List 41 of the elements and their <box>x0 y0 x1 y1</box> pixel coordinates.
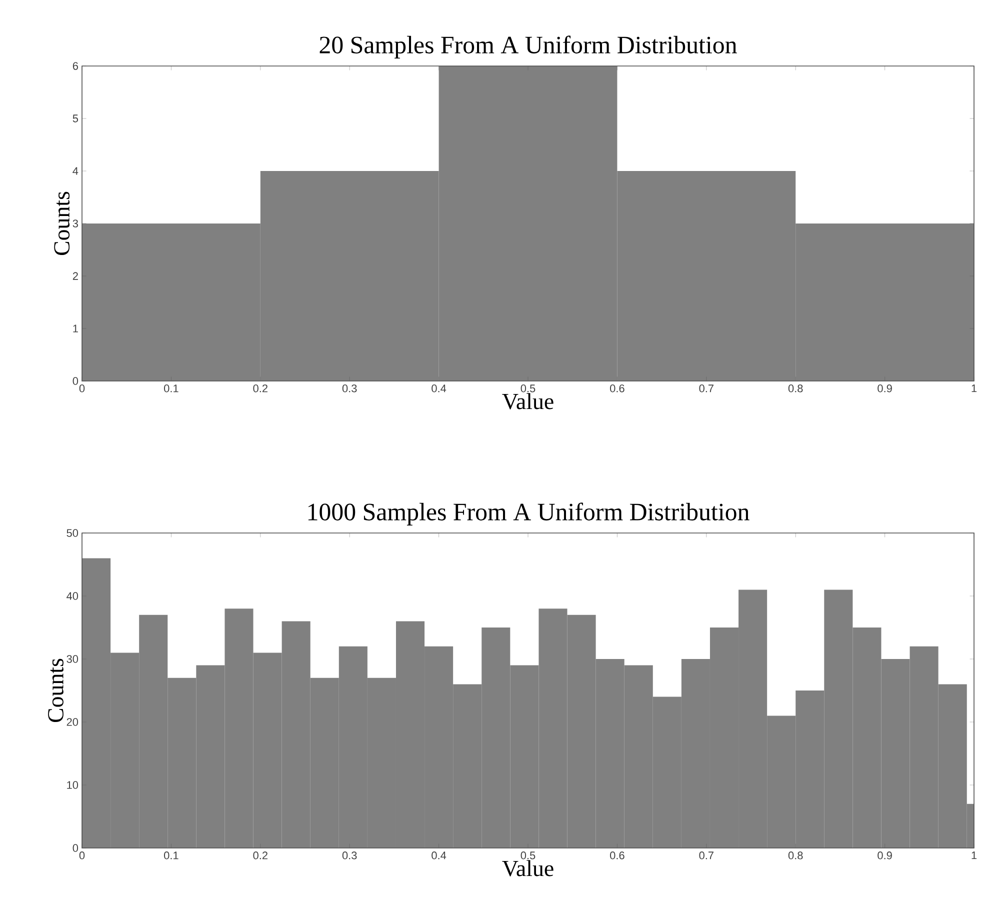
x-tick-label: 0.4 <box>432 384 446 392</box>
x-tick-label: 0.8 <box>788 384 803 392</box>
y-tick-label: 50 <box>66 529 78 537</box>
x-tick-label: 0.9 <box>878 384 892 392</box>
y-tick-label: 10 <box>67 781 78 789</box>
x-tick-label: 0.3 <box>342 384 357 392</box>
x-tick-label: 0 <box>79 384 85 392</box>
x-tick-label: 0.8 <box>788 852 803 860</box>
x-tick-label: 0.2 <box>253 852 268 860</box>
x-axis-title: Value <box>502 393 554 410</box>
x-tick-label: 0.5 <box>520 852 536 860</box>
x-tick-label: 0 <box>79 852 85 860</box>
y-tick-label: 0 <box>72 377 78 385</box>
x-axis-title: Value <box>502 860 554 876</box>
x-tick-label: 1 <box>972 852 977 860</box>
x-tick-label: 0.4 <box>432 852 446 860</box>
y-tick-label: 4 <box>72 167 78 175</box>
chart-title: 1000 Samples From A Uniform Distribution <box>308 502 750 526</box>
y-tick-label: 40 <box>66 592 78 600</box>
x-tick-label: 0.7 <box>699 852 714 860</box>
y-tick-label: 2 <box>72 272 78 280</box>
x-tick-label: 0.5 <box>520 384 536 392</box>
y-tick-label: 6 <box>72 62 78 70</box>
y-axis-title: Counts <box>48 658 64 722</box>
y-tick-label: 0 <box>72 844 78 852</box>
x-tick-label: 0.6 <box>610 852 624 860</box>
x-tick-label: 0.3 <box>342 852 357 860</box>
chart-title: 20 Samples From A Uniform Distribution <box>320 36 737 58</box>
y-tick-label: 5 <box>72 114 78 122</box>
y-tick-label: 20 <box>66 718 78 726</box>
y-tick-label: 3 <box>72 220 78 228</box>
x-tick-label: 0.2 <box>253 384 268 392</box>
y-tick-label: 1 <box>73 324 78 332</box>
x-tick-label: 0.9 <box>878 852 892 860</box>
x-tick-label: 0.7 <box>699 384 714 392</box>
x-tick-label: 0.1 <box>164 384 178 392</box>
y-tick-label: 30 <box>66 655 78 663</box>
x-tick-label: 1 <box>972 384 977 392</box>
x-tick-label: 0.6 <box>610 384 624 392</box>
y-axis-title: Counts <box>54 192 70 256</box>
x-tick-label: 0.1 <box>164 852 178 860</box>
